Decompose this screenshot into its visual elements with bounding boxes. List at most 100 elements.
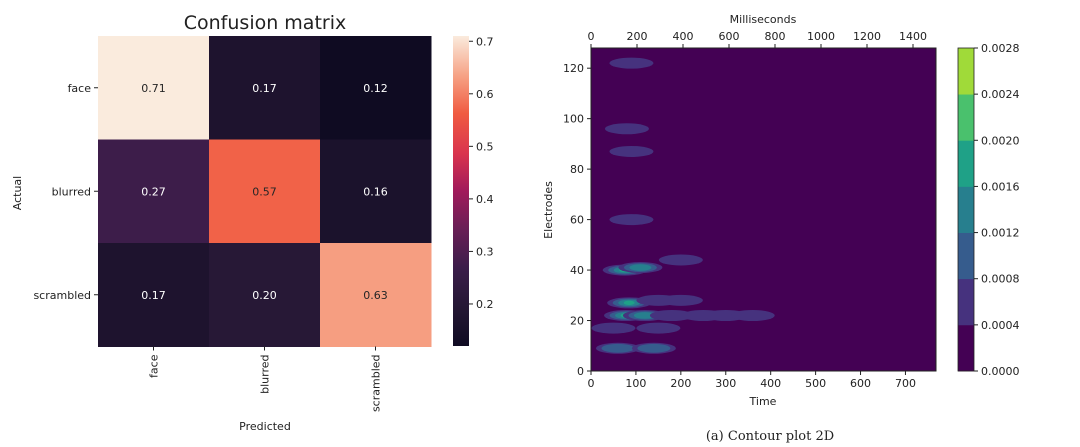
ct-contour-level	[601, 343, 635, 353]
ct-top-x-ticks: 0 200 400 600 800 1000 1200 1400	[588, 30, 927, 48]
ct-contour-level	[658, 254, 703, 266]
cm-cell	[320, 139, 432, 244]
ct-top-x-tick-label: 1400	[899, 30, 927, 43]
ct-y-tick-label: 80	[570, 163, 584, 176]
cm-y-tick-label: scrambled	[33, 289, 91, 302]
cm-x-tick-label: blurred	[259, 355, 272, 394]
ct-colorbar-ticks: 0.0000 0.0004 0.0008 0.0012 0.0016 0.0020 0.00…	[974, 42, 1020, 378]
cm-cell-label: 0.57	[252, 185, 277, 198]
ct-y-tick-label: 120	[563, 62, 584, 75]
cm-x-tick-label: face	[148, 354, 161, 378]
ct-contour-level	[609, 57, 654, 69]
cm-cell-label: 0.17	[141, 289, 166, 302]
ct-x-tick-label: 700	[895, 377, 916, 390]
ct-contour-level	[636, 322, 681, 334]
ct-top-x-tick-label: 600	[719, 30, 740, 43]
ct-contour-regions	[591, 57, 775, 354]
cm-cell-label: 0.71	[141, 82, 166, 95]
cm-cell	[209, 36, 321, 140]
cm-cell	[98, 243, 210, 347]
ct-top-x-tick-label: 200	[627, 30, 648, 43]
cm-cell	[98, 36, 210, 140]
cm-y-tick-label: blurred	[52, 185, 91, 198]
ct-contour-level	[623, 300, 635, 306]
cm-y-tick-label: face	[68, 82, 92, 95]
ct-colorbar-band	[958, 48, 974, 95]
ct-colorbar-tick-label: 0.0008	[981, 273, 1020, 286]
contour-plot: Milliseconds 0 200 400 600 800 1000 1200 1400 0…	[542, 13, 1020, 444]
ct-x-tick-label: 500	[805, 377, 826, 390]
ct-y-ticks: 0 20 40 60 80 100 120	[563, 62, 591, 378]
cm-y-ticks: face blurred scrambled	[33, 82, 98, 302]
cm-colorbar-tick-label: 0.4	[476, 193, 494, 206]
cm-cell	[98, 139, 210, 244]
ct-x-tick-label: 0	[588, 377, 595, 390]
ct-top-x-tick-label: 1200	[853, 30, 881, 43]
ct-colorbar-tick-label: 0.0024	[981, 88, 1020, 101]
cm-colorbar-ticks: 0.7 0.6 0.5 0.4 0.3 0.2	[469, 35, 494, 311]
ct-contour-level	[591, 322, 636, 334]
ct-colorbar-band	[958, 278, 974, 326]
ct-x-ticks: 0 100 200 300 400 500 600 700	[588, 371, 916, 390]
cm-xlabel: Predicted	[239, 420, 291, 433]
ct-colorbar-band	[958, 94, 974, 141]
cm-ylabel: Actual	[11, 176, 24, 210]
cm-cell	[320, 36, 432, 140]
ct-x-tick-label: 400	[760, 377, 781, 390]
ct-y-tick-label: 0	[577, 365, 584, 378]
ct-y-tick-label: 60	[570, 214, 584, 227]
cm-colorbar-tick-label: 0.3	[476, 245, 494, 258]
ct-colorbar-tick-label: 0.0012	[981, 227, 1020, 240]
cm-colorbar	[453, 36, 469, 346]
ct-top-xlabel: Milliseconds	[730, 13, 797, 26]
cm-cell	[320, 243, 432, 347]
ct-frame	[590, 47, 937, 372]
ct-colorbar-tick-label: 0.0020	[981, 134, 1020, 147]
ct-colorbar-band	[958, 186, 974, 233]
ct-contour-level	[730, 309, 775, 321]
cm-cell	[209, 139, 321, 244]
ct-contour-level	[637, 343, 671, 353]
ct-y-tick-label: 100	[563, 113, 584, 126]
ct-colorbar-band	[958, 140, 974, 187]
ct-colorbar-tick-label: 0.0016	[981, 180, 1020, 193]
ct-y-tick-label: 20	[570, 315, 584, 328]
cm-cell-label: 0.17	[252, 82, 277, 95]
ct-contour-level	[609, 145, 654, 157]
confusion-matrix: Confusion matrix 0.71 0.17 0.12 0.27 0.57 0.1…	[11, 12, 494, 433]
ct-contour-level	[658, 294, 703, 306]
cm-x-tick-label: scrambled	[370, 355, 383, 413]
cm-colorbar-tick-label: 0.6	[476, 88, 494, 101]
ct-contour-level	[649, 309, 694, 321]
ct-y-tick-label: 40	[570, 264, 584, 277]
ct-x-tick-label: 200	[670, 377, 691, 390]
cm-title: Confusion matrix	[184, 12, 346, 34]
ct-caption: (a) Contour plot 2D	[706, 429, 834, 444]
ct-xlabel: Time	[749, 395, 777, 408]
ct-x-tick-label: 100	[625, 377, 646, 390]
cm-cell-label: 0.27	[141, 185, 166, 198]
cm-cell-label: 0.12	[363, 82, 388, 95]
ct-top-x-tick-label: 800	[765, 30, 786, 43]
ct-contour-level	[609, 214, 654, 226]
cm-cell-label: 0.20	[252, 289, 277, 302]
cm-cell	[209, 243, 321, 347]
cm-colorbar-tick-label: 0.7	[476, 35, 494, 48]
cm-cell-label: 0.63	[363, 289, 388, 302]
ct-top-x-tick-label: 400	[673, 30, 694, 43]
ct-contour-level	[633, 312, 656, 319]
ct-ylabel: Electrodes	[542, 181, 555, 239]
ct-top-x-tick-label: 0	[588, 30, 595, 43]
ct-x-tick-label: 300	[715, 377, 736, 390]
cm-x-ticks: face blurred scrambled	[148, 346, 383, 413]
cm-colorbar-tick-label: 0.2	[476, 298, 494, 311]
ct-contour-level	[604, 123, 649, 135]
cm-cells: 0.71 0.17 0.12 0.27 0.57 0.16 0.17 0.20 0.63	[98, 36, 432, 347]
cm-colorbar-tick-label: 0.5	[476, 140, 494, 153]
ct-colorbar	[957, 47, 975, 372]
ct-colorbar-band	[958, 232, 974, 280]
ct-background	[591, 48, 936, 371]
ct-top-x-tick-label: 1000	[807, 30, 835, 43]
ct-colorbar-tick-label: 0.0028	[981, 42, 1020, 55]
